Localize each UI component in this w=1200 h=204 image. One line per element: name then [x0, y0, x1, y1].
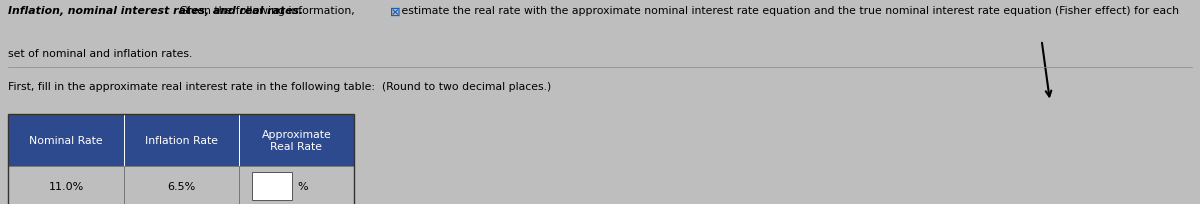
Text: Approximate
Real Rate: Approximate Real Rate — [262, 129, 331, 151]
Text: %: % — [298, 181, 308, 191]
Text: set of nominal and inflation rates.: set of nominal and inflation rates. — [8, 49, 193, 59]
Text: ⊠: ⊠ — [390, 6, 401, 19]
Text: 11.0%: 11.0% — [48, 181, 84, 191]
Text: estimate the real rate with the approximate nominal interest rate equation and t: estimate the real rate with the approxim… — [398, 6, 1180, 16]
Text: Inflation Rate: Inflation Rate — [145, 135, 217, 145]
Text: 6.5%: 6.5% — [167, 181, 196, 191]
Text: Nominal Rate: Nominal Rate — [29, 135, 103, 145]
Text: Given the following information,: Given the following information, — [176, 6, 355, 16]
Text: First, fill in the approximate real interest rate in the following table:  (Roun: First, fill in the approximate real inte… — [8, 82, 552, 92]
Text: Inflation, nominal interest rates, and real rates.: Inflation, nominal interest rates, and r… — [8, 6, 304, 16]
